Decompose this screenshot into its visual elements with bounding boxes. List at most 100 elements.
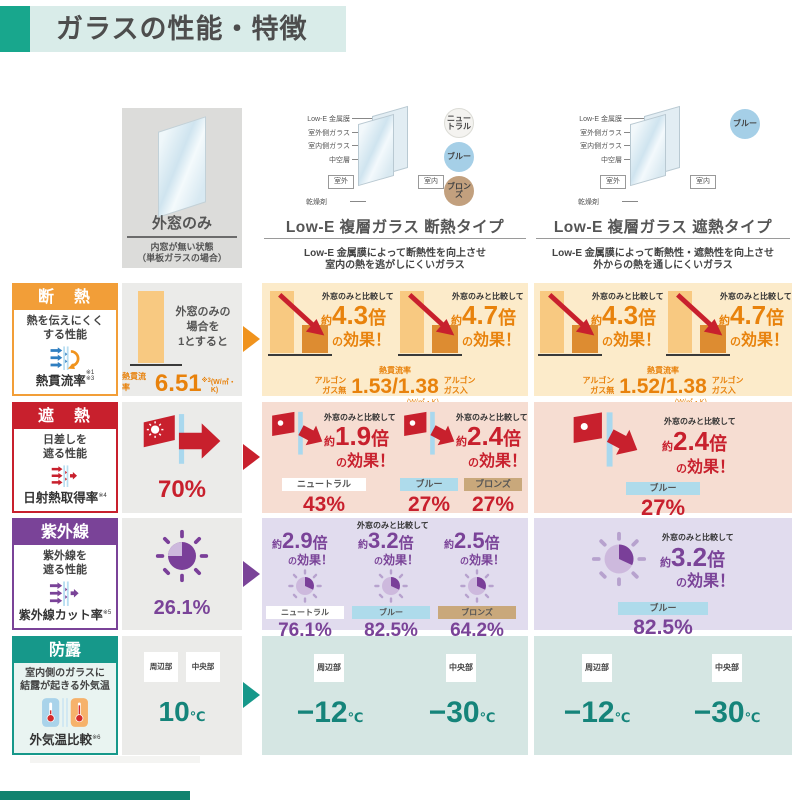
condensation-temp: 10℃: [158, 696, 206, 727]
compare-note: 外窓のみと比較して: [662, 533, 734, 542]
row-shading-metric: 日射熱取得率※4: [23, 491, 107, 505]
glass-pane-front: [630, 113, 666, 187]
label-desiccant: 乾燥剤: [306, 199, 327, 206]
arrow-right-icon: [243, 682, 260, 708]
label-inside: 室内: [418, 175, 444, 189]
times-value: 約4.7倍: [719, 300, 785, 330]
effect-note: の効果！: [374, 553, 420, 567]
argon-gas-none-label: アルゴン ガス無: [582, 376, 615, 395]
effect-note: の効果！: [676, 459, 736, 476]
times-value: 約4.3倍: [591, 300, 657, 330]
row-condensation-desc: 室内側のガラスに 結露が起きる外気温: [20, 668, 110, 692]
uv-block-icon: [49, 581, 79, 606]
comparison-group: 外窓のみと比較して 約4.3倍 の効果！: [268, 289, 394, 365]
uv-cut-value: 82.5%: [633, 616, 693, 639]
divider: [127, 236, 237, 238]
row-condensation-metric: 外気温比較※6: [29, 733, 101, 747]
solar-gain-value: 70%: [157, 476, 207, 503]
times-value: 約2.4倍: [456, 421, 522, 451]
compare-note: 外窓のみと比較して: [357, 521, 429, 530]
glass-color-chip: ニュートラル: [266, 606, 344, 619]
column-insulation-title: Low-E 複層ガラス 断熱タイプ: [285, 219, 505, 236]
comparison-group: 外窓のみと比較して 約4.7倍 の効果！: [398, 289, 524, 365]
divider: [264, 238, 526, 239]
diagram-label-air-layer: 中空層: [329, 157, 350, 164]
edge-chip: 周辺部: [314, 654, 344, 682]
uvalue-outer: 熱貫流率 6.51 ※3 (W/㎡・K): [122, 370, 236, 397]
cell-insulation-outer: 外窓のみの 場合を 1とすると 熱貫流率 6.51 ※3 (W/㎡・K): [122, 283, 242, 396]
cell-insulation-lowe-insulation: 外窓のみと比較して 約4.3倍 の効果！ 外窓のみと比較して 約4.7倍 の効果…: [262, 283, 528, 406]
row-uv-metric: 紫外線カット率※5: [18, 608, 112, 622]
uvalue-block: 熱貫流率 1.52/1.38 (W/㎡・K): [619, 366, 707, 406]
label-inside: 室内: [690, 175, 716, 189]
uvalue-block: 熱貫流率 1.53/1.38 (W/㎡・K): [351, 366, 439, 406]
solar-gain-value: 27%: [471, 493, 515, 516]
center-chip: 中央部: [446, 654, 476, 682]
diagram-label-outer-glass: 室外側ガラス: [580, 130, 622, 137]
cell-condensation-lowe-shading: 周辺部 −12℃ 中央部 −30℃: [534, 636, 792, 755]
sun-block-icon: [51, 465, 78, 487]
diagram-label-metal-film: Low-E 金属膜: [307, 116, 350, 123]
heat-flow-icon: [50, 346, 80, 370]
cell-shading-lowe-shading: 外窓のみと比較して 約2.4倍 の効果！ ブルー 27%: [534, 402, 792, 519]
compare-note: 外窓のみと比較して: [592, 292, 664, 301]
effect-note: の効果！: [332, 332, 392, 349]
page-title: ガラスの性能・特徴: [56, 14, 308, 44]
compare-note: 外窓のみと比較して: [322, 292, 394, 301]
sun-through-glass-icon: [143, 414, 221, 464]
times-value: 約2.4倍: [662, 426, 728, 456]
glass-color-chip: ニュートラル: [282, 478, 366, 491]
decrease-arrow-icon: [548, 293, 595, 336]
uv-sun-icon: [374, 569, 408, 603]
times-value: 約3.2倍: [358, 528, 414, 553]
thermometer-compare-icon: [42, 698, 88, 727]
solar-gain-value: 43%: [302, 493, 346, 516]
argon-gas-none-label: アルゴン ガス無: [314, 376, 347, 395]
times-value: 約4.7倍: [451, 300, 517, 330]
row-insulation-desc: 熱を伝えにくく する性能: [26, 315, 104, 342]
arrow-right-icon: [243, 561, 260, 587]
column-outer-note-1: 内窓が無い状態: [150, 242, 214, 252]
cell-condensation-lowe-insulation: 周辺部 −12℃ 中央部 −30℃: [262, 636, 528, 755]
column-outer-title: 外窓のみ: [151, 215, 212, 232]
compare-note: 外窓のみと比較して: [456, 413, 528, 422]
baseline: [268, 354, 332, 356]
cell-condensation-outer: 周辺部 中央部 10℃: [122, 636, 242, 755]
reference-caption: 外窓のみの 場合を 1とすると: [175, 306, 231, 348]
row-label-uv: 紫外線 紫外線を 遮る性能 紫外線カット率※5: [12, 518, 118, 630]
center-chip: 中央部: [186, 652, 220, 682]
column-shading-desc-1: Low-E 金属膜によって断熱性・遮熱性を向上させ: [552, 248, 774, 259]
sun-deflect-icon: [272, 411, 323, 455]
diagram-label-metal-film: Low-E 金属膜: [579, 116, 622, 123]
pointer-line: [352, 118, 382, 119]
column-header-lowe-insulation: Low-E 金属膜 室外側ガラス 室内側ガラス 中空層 室外 室内 乾燥剤 ニュ…: [262, 105, 528, 271]
color-chip-neutral: ニュートラル: [444, 108, 474, 138]
cell-uv-lowe-shading: 外窓のみと比較して 約3.2倍 の効果！ ブルー 82.5%: [534, 518, 792, 638]
uv-cut-value: 82.5%: [364, 620, 418, 641]
column-insulation-desc-1: Low-E 金属膜によって断熱性を向上させ: [304, 248, 486, 259]
condensation-temp: −30℃: [693, 696, 761, 729]
glass-color-chip: ブロンズ: [438, 606, 516, 619]
pointer-line: [350, 201, 366, 202]
comparison-group: 外窓のみと比較して 約4.7倍 の効果！: [666, 289, 792, 365]
effect-note: の効果！: [288, 553, 334, 567]
glass-color-chip: ブルー: [400, 478, 458, 491]
baseline: [666, 354, 730, 356]
solar-gain-value: 27%: [407, 493, 451, 516]
cell-shading-outer: 70%: [122, 402, 242, 513]
uv-cut-value: 64.2%: [450, 620, 504, 641]
uv-sun-icon: [591, 531, 647, 587]
decrease-arrow-icon: [676, 293, 723, 336]
decrease-arrow-icon: [408, 293, 455, 336]
argon-gas-in-label: アルゴン ガス入: [443, 376, 476, 395]
effect-note: の効果！: [730, 332, 790, 349]
diagram-label-air-layer: 中空層: [601, 157, 622, 164]
times-value: 約2.9倍: [272, 528, 328, 553]
baseline: [398, 354, 462, 356]
compare-note: 外窓のみと比較して: [324, 413, 396, 422]
row-label-insulation: 断 熱 熱を伝えにくく する性能 熱貫流率 ※1 ※3: [12, 283, 118, 396]
row-condensation-title: 防露: [14, 638, 116, 663]
comparison-group: 外窓のみと比較して 約4.3倍 の効果！: [538, 289, 664, 365]
row-uv-desc: 紫外線を 遮る性能: [43, 550, 87, 577]
